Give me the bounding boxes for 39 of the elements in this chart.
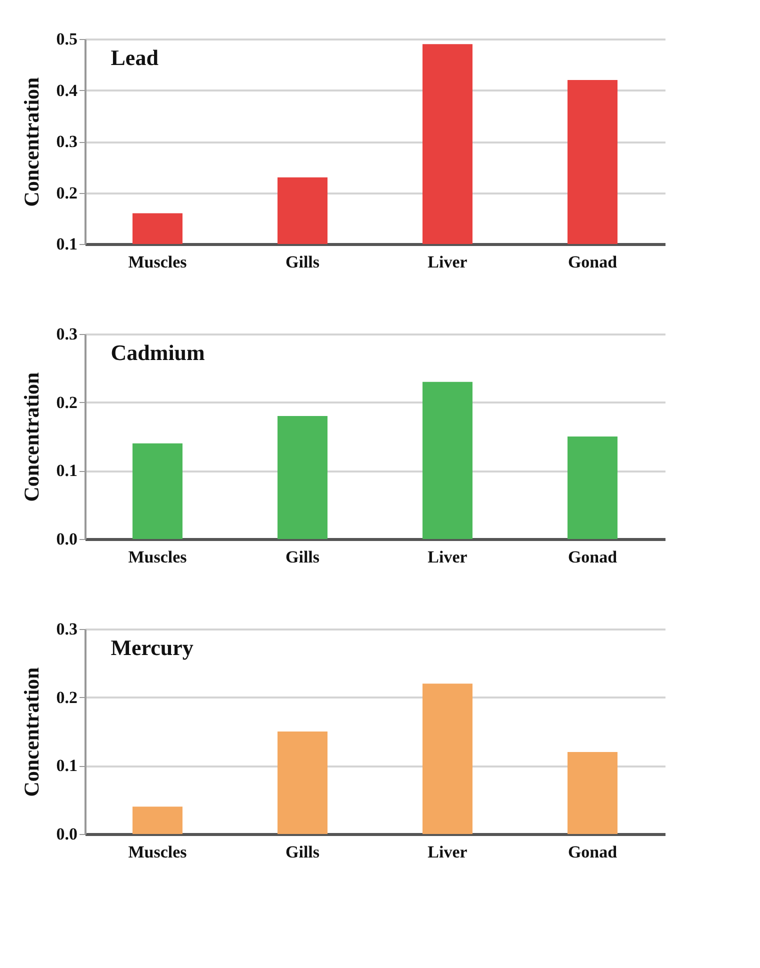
y-tick-label: 0.1 [56, 756, 78, 776]
y-tick-label: 0.4 [56, 80, 78, 100]
x-tick-label: Liver [428, 842, 468, 862]
x-tick-label: Gonad [568, 548, 618, 566]
y-tick-label: 0.3 [56, 324, 78, 344]
y-tick-label: 0.1 [56, 461, 78, 480]
x-tick-label: Liver [428, 548, 468, 566]
x-tick-label: Muscles [128, 252, 188, 272]
y-axis-title: Concentration [19, 76, 44, 207]
chart-title: Cadmium [110, 340, 205, 365]
bar [278, 732, 328, 834]
x-tick-label: Gills [285, 548, 320, 566]
chart-title: Lead [110, 45, 158, 70]
y-tick-label: 0.2 [56, 183, 78, 202]
x-tick-label: Gonad [568, 252, 618, 272]
x-tick-label: Gills [285, 252, 320, 272]
x-tick-label: Muscles [128, 842, 188, 862]
bar [132, 806, 182, 834]
bar [568, 436, 618, 539]
x-tick-label: Gills [285, 842, 320, 862]
y-tick-label: 0.5 [56, 30, 78, 48]
chart-title: Mercury [110, 635, 194, 660]
x-tick-label: Gonad [568, 842, 618, 862]
y-axis-title: Concentration [19, 666, 44, 797]
x-tick-label: Muscles [128, 548, 188, 566]
y-tick-label: 0.1 [56, 234, 78, 254]
x-tick-label: Liver [428, 252, 468, 272]
y-axis-title: Concentration [19, 372, 44, 502]
bar [422, 382, 472, 539]
bar [422, 684, 472, 834]
y-tick-label: 0.0 [56, 824, 78, 844]
y-tick-label: 0.0 [56, 530, 78, 548]
y-tick-label: 0.3 [56, 620, 78, 638]
y-tick-label: 0.2 [56, 392, 78, 412]
y-tick-label: 0.2 [56, 688, 78, 707]
bar [132, 443, 182, 539]
y-tick-label: 0.3 [56, 132, 78, 151]
bar [568, 752, 618, 834]
bar [278, 416, 328, 539]
